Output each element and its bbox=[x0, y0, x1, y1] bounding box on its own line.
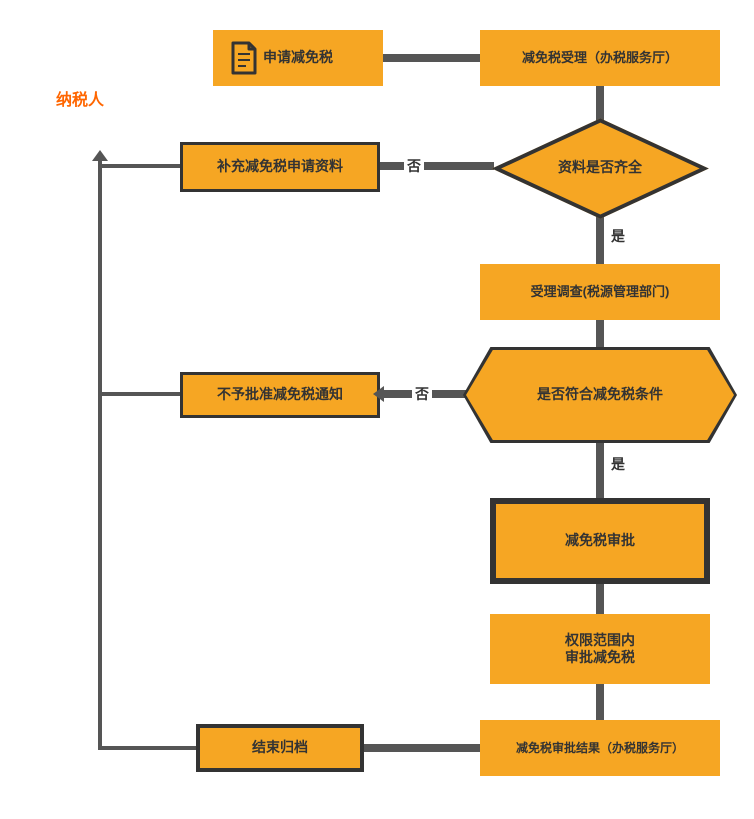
edge-label-e3: 否 bbox=[404, 156, 424, 176]
node-label: 补充减免税申请资料 bbox=[213, 156, 347, 178]
node-label: 受理调查(税源管理部门) bbox=[527, 282, 674, 302]
node-label: 资料是否齐全 bbox=[554, 157, 646, 179]
node-label: 减免税审批结果（办税服务厅） bbox=[512, 739, 688, 758]
edge-r-sup-h bbox=[100, 164, 180, 168]
edge-e4 bbox=[596, 214, 604, 264]
node-n-archive: 结束归档 bbox=[196, 724, 364, 772]
node-label: 不予批准减免税通知 bbox=[213, 384, 347, 406]
edge-label-e6: 否 bbox=[412, 384, 432, 404]
edge-e9 bbox=[596, 684, 604, 720]
node-label: 权限范围内 审批减免税 bbox=[561, 630, 639, 669]
edge-e3 bbox=[380, 162, 494, 170]
edge-e8 bbox=[596, 584, 604, 614]
node-label: 结束归档 bbox=[248, 737, 312, 759]
node-label: 减免税审批 bbox=[561, 530, 639, 552]
node-n-supplement: 补充减免税申请资料 bbox=[180, 142, 380, 192]
edge-r-arch-h bbox=[100, 746, 196, 750]
edge-r-notap-h bbox=[100, 392, 180, 396]
node-n-within: 权限范围内 审批减免税 bbox=[490, 614, 710, 684]
edge-e7 bbox=[596, 436, 604, 498]
fl-taxpayer: 纳税人 bbox=[56, 86, 104, 110]
edge-label-e4: 是 bbox=[608, 226, 628, 246]
node-n-result: 减免税审批结果（办税服务厅） bbox=[480, 720, 720, 776]
edge-e1 bbox=[383, 54, 480, 62]
flowchart-canvas: 否是否是申请减免税减免税受理（办税服务厅）资料是否齐全补充减免税申请资料受理调查… bbox=[0, 0, 754, 819]
arrow-r-vert bbox=[92, 150, 108, 161]
edge-e2 bbox=[596, 86, 604, 122]
node-n-complete-q: 资料是否齐全 bbox=[492, 118, 708, 218]
node-n-accept: 减免税受理（办税服务厅） bbox=[480, 30, 720, 86]
edge-r-vert bbox=[98, 156, 102, 750]
node-label: 减免税受理（办税服务厅） bbox=[518, 48, 682, 68]
edge-e10 bbox=[364, 744, 480, 752]
document-icon bbox=[226, 40, 262, 76]
node-n-cond-q: 是否符合减免税条件 bbox=[466, 350, 734, 440]
edge-label-e7: 是 bbox=[608, 454, 628, 474]
node-n-approve: 减免税审批 bbox=[490, 498, 710, 584]
node-label: 申请减免税 bbox=[259, 47, 337, 69]
node-n-investigate: 受理调查(税源管理部门) bbox=[480, 264, 720, 320]
arrow-e6 bbox=[373, 386, 384, 402]
node-n-not-approve: 不予批准减免税通知 bbox=[180, 372, 380, 418]
node-label: 是否符合减免税条件 bbox=[533, 384, 667, 406]
